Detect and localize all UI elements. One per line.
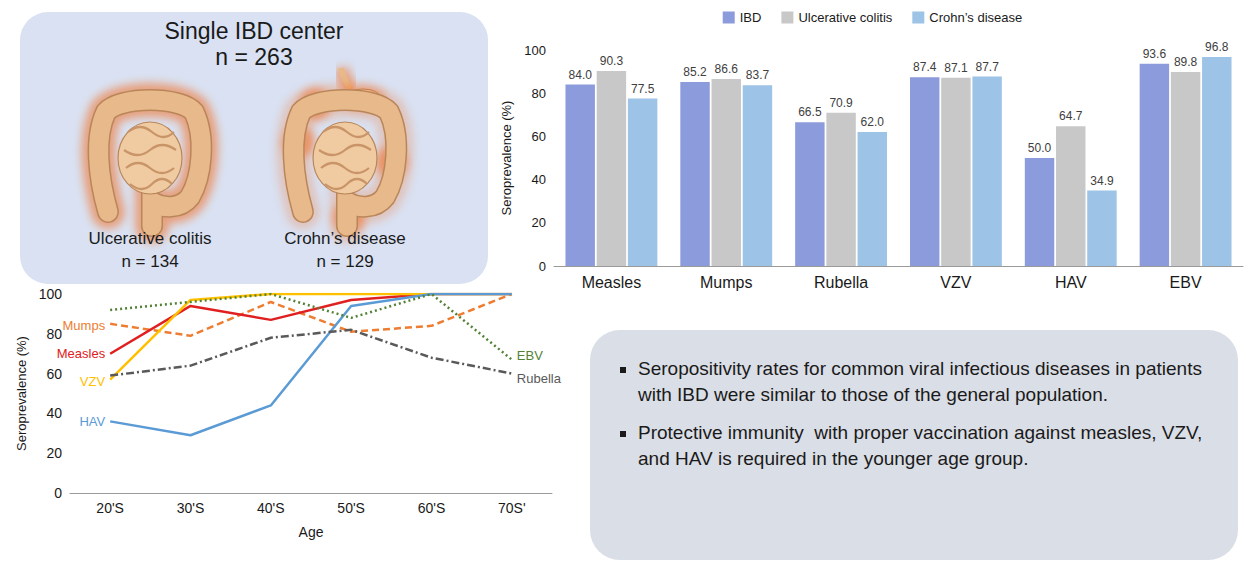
- svg-text:86.6: 86.6: [715, 62, 739, 76]
- svg-text:87.4: 87.4: [913, 60, 937, 74]
- svg-text:Rubella: Rubella: [814, 274, 868, 291]
- svg-text:Mumps: Mumps: [63, 318, 106, 333]
- svg-text:Crohn’s disease: Crohn’s disease: [929, 10, 1022, 25]
- html-text:Crohn’s disease: Crohn’s disease: [284, 229, 406, 248]
- svg-text:EBV: EBV: [517, 348, 543, 363]
- svg-text:40: 40: [46, 405, 62, 421]
- svg-text:HAV: HAV: [1055, 274, 1087, 291]
- svg-text:Rubella: Rubella: [517, 371, 562, 386]
- html-text:n = 129: n = 129: [316, 252, 374, 271]
- svg-text:84.0: 84.0: [569, 68, 593, 82]
- svg-text:Measles: Measles: [57, 346, 106, 361]
- svg-text:87.1: 87.1: [944, 61, 968, 75]
- svg-text:70.9: 70.9: [829, 96, 853, 110]
- svg-text:Mumps: Mumps: [700, 274, 752, 291]
- svg-text:96.8: 96.8: [1205, 40, 1229, 54]
- svg-text:60: 60: [532, 129, 546, 144]
- svg-text:80: 80: [532, 86, 546, 101]
- svg-text:Seroprevalence (%): Seroprevalence (%): [14, 336, 29, 451]
- svg-text:83.7: 83.7: [746, 68, 770, 82]
- svg-text:IBD: IBD: [740, 10, 762, 25]
- svg-text:34.9: 34.9: [1090, 174, 1114, 188]
- html-text:Single IBD center: Single IBD center: [164, 18, 344, 44]
- svg-text:Age: Age: [299, 524, 324, 540]
- svg-text:Seroprevalence (%): Seroprevalence (%): [499, 101, 514, 216]
- html-text:n = 134: n = 134: [121, 252, 179, 271]
- svg-text:70S': 70S': [498, 500, 526, 516]
- svg-text:20'S: 20'S: [96, 500, 124, 516]
- svg-text:0: 0: [539, 259, 546, 274]
- svg-text:100: 100: [39, 286, 63, 302]
- svg-text:64.7: 64.7: [1059, 109, 1083, 123]
- svg-text:62.0: 62.0: [861, 115, 885, 129]
- svg-text:87.7: 87.7: [975, 60, 999, 74]
- svg-text:VZV: VZV: [940, 274, 971, 291]
- svg-text:30'S: 30'S: [177, 500, 205, 516]
- svg-text:VZV: VZV: [80, 374, 106, 389]
- svg-text:Measles: Measles: [582, 274, 642, 291]
- svg-text:EBV: EBV: [1170, 274, 1202, 291]
- svg-text:HAV: HAV: [79, 414, 105, 429]
- svg-text:89.8: 89.8: [1174, 55, 1198, 69]
- svg-text:Ulcerative colitis: Ulcerative colitis: [798, 10, 892, 25]
- svg-text:93.6: 93.6: [1143, 47, 1167, 61]
- svg-text:90.3: 90.3: [600, 54, 624, 68]
- svg-text:85.2: 85.2: [683, 65, 707, 79]
- html-text:Seropositivity rates for commo: Seropositivity rates for common viral in…: [638, 358, 1202, 405]
- svg-text:40: 40: [532, 172, 546, 187]
- html-text:Ulcerative colitis: Ulcerative colitis: [88, 229, 212, 248]
- svg-text:100: 100: [524, 43, 546, 58]
- svg-text:60: 60: [46, 366, 62, 382]
- svg-text:66.5: 66.5: [798, 105, 822, 119]
- svg-text:50'S: 50'S: [337, 500, 365, 516]
- svg-text:60'S: 60'S: [418, 500, 446, 516]
- svg-text:50.0: 50.0: [1028, 141, 1052, 155]
- svg-text:20: 20: [532, 215, 546, 230]
- svg-text:40'S: 40'S: [257, 500, 285, 516]
- svg-text:20: 20: [46, 445, 62, 461]
- html-text:n = 263: n = 263: [215, 44, 293, 70]
- svg-text:0: 0: [54, 485, 62, 501]
- svg-text:77.5: 77.5: [631, 82, 655, 96]
- svg-text:80: 80: [46, 326, 62, 342]
- html-text:Protective immunity with prope: Protective immunity with proper vaccinat…: [638, 422, 1203, 469]
